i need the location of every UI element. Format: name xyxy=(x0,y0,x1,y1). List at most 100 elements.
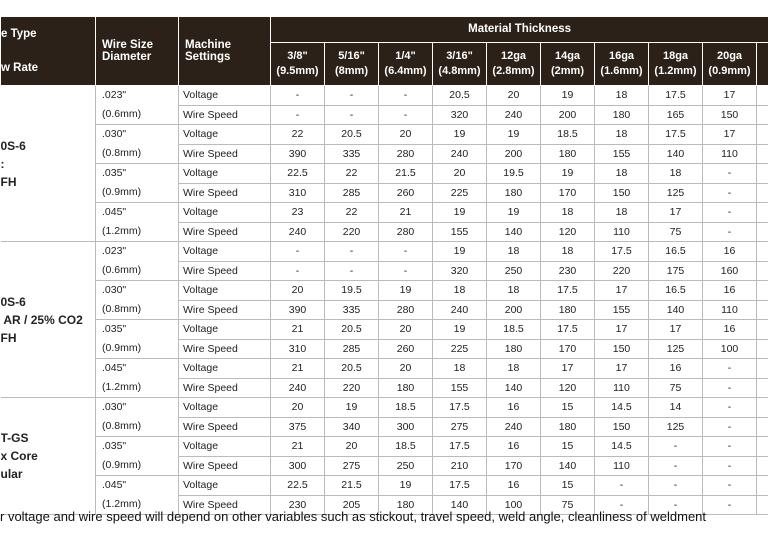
thickness-metric: (9.5mm) xyxy=(276,64,319,77)
value-cell: 20.5 xyxy=(324,358,379,379)
value-cell: - xyxy=(702,436,757,457)
value-cell: 17 xyxy=(702,85,757,106)
value-cell: 170 xyxy=(540,182,595,203)
value-cell: 19 xyxy=(486,124,541,145)
value-cell: 120 xyxy=(540,377,595,398)
value-cell: 18 xyxy=(486,241,541,262)
table-row: .045" (1.2mm) Voltage 21 20.5 20 18 18 17 17 16- xyxy=(1,358,768,398)
value-cell: 17.5 xyxy=(540,280,595,301)
machine-header: Machine Settings xyxy=(178,17,271,86)
value-cell: 18 xyxy=(432,280,487,301)
group-cell: 0S-6: FH xyxy=(0,85,96,242)
wire-cell: .035" (0.9mm) xyxy=(95,436,179,476)
value-cell: - xyxy=(702,221,757,242)
value-cell: 20.5 xyxy=(324,124,379,145)
wire-metric: (0.9mm) xyxy=(102,459,142,471)
table-row: .035" (0.9mm) Voltage 21 20 18.5 17.5 16 15 14.5-… xyxy=(1,436,768,476)
cut-cell xyxy=(755,241,768,262)
value-cell: 110 xyxy=(594,455,649,476)
value-cell: 20 xyxy=(270,280,325,301)
cut-cell xyxy=(755,280,768,301)
value-cell: 20 xyxy=(270,397,325,418)
wire-size: .045" xyxy=(102,362,127,374)
value-cell: 16 xyxy=(648,358,703,379)
value-cell: 19 xyxy=(432,202,487,223)
value-cell: 175 xyxy=(648,260,703,281)
value-cell: 150 xyxy=(594,182,649,203)
header-text: w Rate xyxy=(1,62,39,74)
cut-cell xyxy=(755,124,768,145)
thickness-size: 3/8" xyxy=(287,49,308,62)
value-cell: - xyxy=(324,104,379,125)
value-cell: 18 xyxy=(540,241,595,262)
value-cell: 18 xyxy=(432,358,487,379)
thickness-size: 5/16" xyxy=(338,49,365,62)
value-cell: 15 xyxy=(540,436,595,457)
value-cell: 335 xyxy=(324,299,379,320)
setting-cell: Voltage xyxy=(178,241,271,262)
setting-cell: Wire Speed xyxy=(178,299,271,320)
table-row: .030" (0.8mm) Voltage 22 20.5 20 19 19 18.5 18 17.… xyxy=(1,124,768,164)
cut-cell xyxy=(755,377,768,398)
value-cell: 23 xyxy=(270,202,325,223)
value-cell: 100 xyxy=(702,338,757,359)
value-cell: 21.5 xyxy=(324,475,379,496)
value-cell: 18 xyxy=(594,124,649,145)
wire-cell: .030" (0.8mm) xyxy=(95,124,179,164)
table-row: Wire Speed 300 275 250 210 170 140 110- - xyxy=(1,455,768,476)
cut-cell xyxy=(755,299,768,320)
wire-header: Wire Size Diameter xyxy=(95,17,179,86)
value-cell: - xyxy=(270,104,325,125)
cut-cell xyxy=(755,358,768,379)
thickness-metric: (8mm) xyxy=(334,64,368,77)
value-cell: 16.5 xyxy=(648,280,703,301)
setting-cell: Wire Speed xyxy=(178,221,271,242)
value-cell: 310 xyxy=(270,338,325,359)
table-row: Wire Speed 240 220 280 155 140 120 110 75- xyxy=(1,221,768,242)
value-cell: 230 xyxy=(540,260,595,281)
value-cell: 22 xyxy=(324,163,379,184)
value-cell: 225 xyxy=(432,182,487,203)
table-row: .035" (0.9mm) Voltage 21 20.5 20 19 18.5 17.5 17 1… xyxy=(1,319,768,359)
setting-cell: Voltage xyxy=(178,358,271,379)
group-text: FH xyxy=(0,330,17,345)
value-cell: 20 xyxy=(486,85,541,106)
table-row: .045" (1.2mm) Voltage 23 22 21 19 19 18 18 17- xyxy=(1,202,768,242)
value-cell: 220 xyxy=(594,260,649,281)
value-cell: 240 xyxy=(486,416,541,437)
value-cell: 200 xyxy=(540,104,595,125)
value-cell: 240 xyxy=(270,377,325,398)
value-cell: 140 xyxy=(648,299,703,320)
setting-cell: Voltage xyxy=(178,280,271,301)
value-cell: - xyxy=(702,202,757,223)
value-cell: 21 xyxy=(270,358,325,379)
value-cell: 180 xyxy=(540,299,595,320)
value-cell: 335 xyxy=(324,143,379,164)
group-text: AR / 25% CO2 xyxy=(0,312,83,327)
value-cell: 150 xyxy=(594,416,649,437)
wire-size: .045" xyxy=(102,206,127,218)
value-cell: 22 xyxy=(270,124,325,145)
value-cell: 240 xyxy=(270,221,325,242)
wire-size: .023" xyxy=(102,89,127,101)
value-cell: 20 xyxy=(378,319,433,340)
cut-cell xyxy=(755,104,768,125)
wire-size: .030" xyxy=(102,128,127,140)
value-cell: - xyxy=(270,260,325,281)
value-cell: 19.5 xyxy=(486,163,541,184)
value-cell: 285 xyxy=(324,182,379,203)
value-cell: 180 xyxy=(540,143,595,164)
value-cell: 280 xyxy=(378,221,433,242)
settings-table: e Type w Rate Wire Size Diameter Machine … xyxy=(0,17,768,515)
wire-cell: .045" (1.2mm) xyxy=(95,358,179,398)
value-cell: 19 xyxy=(432,241,487,262)
setting-cell: Wire Speed xyxy=(178,416,271,437)
thickness-header: 3/16" (4.8mm) xyxy=(432,42,487,87)
wire-metric: (0.8mm) xyxy=(102,420,142,432)
cut-cell xyxy=(755,494,768,515)
value-cell: 240 xyxy=(432,143,487,164)
value-cell: - xyxy=(648,475,703,496)
thickness-size: 12ga xyxy=(500,49,527,62)
value-cell: 225 xyxy=(432,338,487,359)
group-text: 0S-6 xyxy=(0,294,26,309)
